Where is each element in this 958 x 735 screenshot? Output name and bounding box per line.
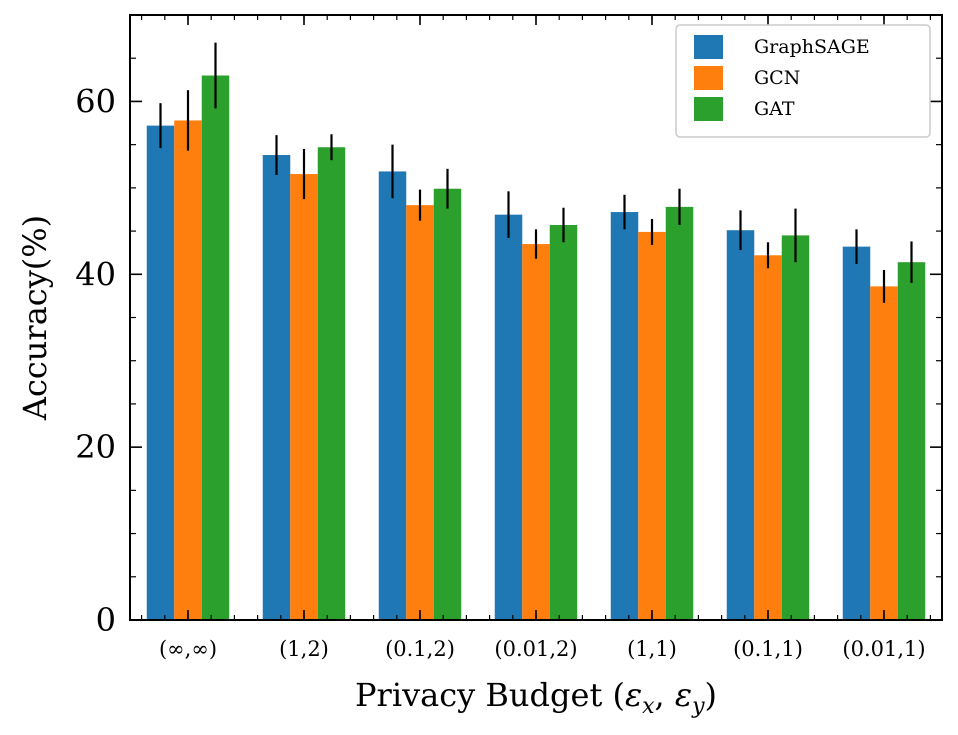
bar-graphsage-6 <box>842 246 871 620</box>
legend-swatch-gat <box>694 97 723 121</box>
legend-swatch-graphsage <box>694 35 723 59</box>
bar-gcn-3 <box>522 244 550 621</box>
legend: GraphSAGE GCN GAT <box>675 24 931 138</box>
legend-label-gat: GAT <box>754 98 795 120</box>
ticks-layer: (∞,∞) (1,2) (0.1,2) (0.01,2) (1,1) (0.1,1) (0.… <box>75 14 942 661</box>
bar-gat-4 <box>665 206 694 620</box>
plot-frame <box>129 14 943 621</box>
x-axis-label: Privacy Budget (εx, εy) <box>355 676 717 719</box>
y-tick-label: 0 <box>96 601 116 639</box>
bar-gcn-6 <box>870 286 898 620</box>
error-bars-layer <box>159 42 913 303</box>
legend-label-graphsage: GraphSAGE <box>754 36 870 58</box>
bar-gcn-1 <box>290 174 318 620</box>
bar-graphsage-0 <box>146 125 175 620</box>
x-tick-label: (0.01,2) <box>494 637 577 661</box>
bar-graphsage-4 <box>610 212 639 621</box>
x-tick-label: (1,1) <box>627 637 677 661</box>
legend-swatch-gcn <box>694 66 723 90</box>
x-tick-label: (0.1,2) <box>385 637 455 661</box>
bar-gat-6 <box>897 262 926 620</box>
bar-gcn-4 <box>638 231 666 620</box>
bar-graphsage-5 <box>726 230 755 620</box>
x-tick-label: (∞,∞) <box>159 637 217 661</box>
bar-graphsage-1 <box>262 155 291 620</box>
y-tick-label: 40 <box>75 255 116 293</box>
legend-label-gcn: GCN <box>754 67 800 89</box>
y-axis-label: Accuracy(%) <box>16 215 54 421</box>
x-tick-label: (0.01,1) <box>842 637 925 661</box>
bar-graphsage-2 <box>378 171 407 620</box>
bar-gat-2 <box>433 188 462 620</box>
x-tick-label: (1,2) <box>279 637 329 661</box>
bar-gcn-0 <box>174 120 202 620</box>
bar-gat-5 <box>781 235 810 620</box>
y-tick-label: 60 <box>75 82 116 120</box>
bar-gat-1 <box>317 147 346 620</box>
bar-gcn-5 <box>754 255 782 620</box>
legend-box <box>675 24 931 138</box>
bars-layer <box>146 75 926 621</box>
bar-gat-0 <box>201 75 230 620</box>
bar-gcn-2 <box>406 205 434 620</box>
bar-graphsage-3 <box>494 214 523 620</box>
y-tick-label: 20 <box>75 428 116 466</box>
bar-gat-3 <box>549 225 578 620</box>
x-tick-label: (0.1,1) <box>733 637 803 661</box>
